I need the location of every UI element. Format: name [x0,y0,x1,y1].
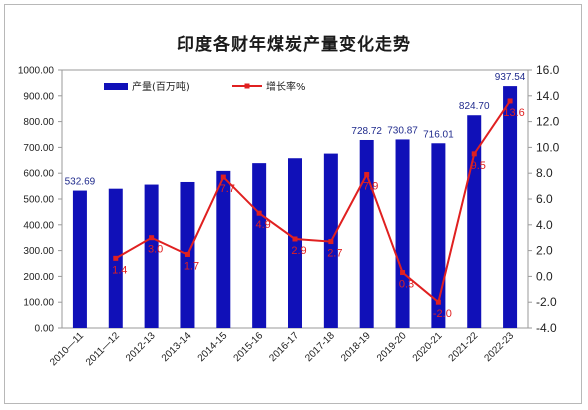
y-left-tick-label: 1000.00 [18,66,55,77]
bar-2019-20 [395,139,410,328]
growth-rate-marker-2019-20 [400,270,406,276]
x-tick-label: 2021-22 [447,330,481,364]
bar-2022-23 [503,86,518,328]
y-left-tick-label: 800.00 [23,117,54,128]
growth-rate-label: 2.9 [291,245,306,257]
y-left-tick-label: 100.00 [23,298,54,309]
legend-bar-swatch [104,83,128,90]
y-right-tick-label: 8.0 [536,166,553,180]
y-right-tick-label: 0.0 [536,269,553,283]
x-tick-label: 2011—12 [84,330,122,368]
growth-rate-marker-2013-14 [184,251,190,257]
growth-rate-line [115,100,511,304]
x-tick-label: 2013-14 [160,330,194,364]
bar-2015-16 [252,163,267,328]
y-right-tick-label: 10.0 [536,140,560,154]
y-left-tick-label: 0.00 [35,324,55,335]
bar-2014-15 [216,170,231,328]
growth-rate-marker-2014-15 [220,174,226,180]
bar-value-label: 937.54 [495,72,526,83]
bar-data-labels: 532.69 728.72 730.87 716.01 824.70 937.54 [65,72,526,187]
x-tick-label: 2014-15 [196,330,230,364]
bar-value-label: 532.69 [65,177,96,188]
bar-value-label: 824.70 [459,101,490,112]
growth-rate-marker-2020-21 [435,299,441,305]
legend: 产量(百万吨) 增长率% [104,80,306,93]
bar-value-label: 730.87 [387,125,418,136]
y-right-tick-label: 12.0 [536,115,560,129]
bar-value-label: 728.72 [351,126,382,137]
growth-rate-marker-2012-13 [149,235,155,241]
y-right-tick-label: -4.0 [536,321,557,335]
growth-rate-label: 1.7 [184,260,199,272]
x-tick-label: 2017-18 [303,330,337,364]
growth-rate-marker-2021-22 [471,151,477,157]
y-left-tick-label: 700.00 [23,143,54,154]
growth-rate-label: 7.7 [220,183,235,195]
bar-2018-19 [359,139,374,328]
y-left-tick-label: 200.00 [23,272,54,283]
growth-rate-marker-2018-19 [364,171,370,177]
legend-line-marker [244,83,250,89]
legend-line-label: 增长率% [266,80,306,93]
y-right-tick-label: 6.0 [536,192,553,206]
y-right-tick-label: -2.0 [536,295,557,309]
y-left-tick-label: 900.00 [23,91,54,102]
growth-rate-label: 3.0 [148,244,163,256]
y-right-tick-label: 14.0 [536,89,560,103]
y-left-tick-label: 400.00 [23,220,54,231]
x-tick-label: 2016-17 [267,330,301,364]
x-tick-label: 2018-19 [339,330,373,364]
y-right-tick-label: 4.0 [536,218,553,232]
growth-rate-label: -2.0 [433,308,452,320]
legend-bar-label: 产量(百万吨) [132,80,190,93]
line-series [113,98,513,305]
growth-rate-label: 7.9 [363,180,378,192]
bar-2020-21 [431,143,446,328]
x-tick-label: 2012-13 [124,330,158,364]
y-left-tick-label: 300.00 [23,246,54,257]
growth-rate-marker-2016-17 [292,236,298,242]
y-left-tick-label: 500.00 [23,195,54,206]
growth-rate-marker-2022-23 [507,98,513,104]
growth-rate-marker-2017-18 [328,239,334,245]
growth-rate-marker-2015-16 [256,210,262,216]
bar-2016-17 [288,158,302,328]
x-tick-label: 2010—11 [48,330,86,368]
bar-2010—11 [72,190,87,328]
x-tick-label: 2015-16 [232,330,266,364]
x-tick-label: 2019-20 [375,330,409,364]
growth-rate-marker-2011—12 [113,255,119,261]
growth-rate-label: 4.9 [256,219,271,231]
growth-rate-label: 13.6 [503,107,524,119]
bar-series [72,86,518,328]
y-right-tick-label: 2.0 [536,244,553,258]
y-right-tick-label: 16.0 [536,63,560,77]
growth-rate-label: 9.5 [471,160,486,172]
x-tick-label: 2022-23 [482,330,516,364]
x-tick-label: 2020-21 [411,330,445,364]
bar-2012-13 [144,184,159,328]
bar-value-label: 716.01 [423,129,454,140]
growth-rate-label: 0.3 [399,279,414,291]
chart-title: 印度各财年煤炭产量变化走势 [177,35,411,55]
y-left-tick-label: 600.00 [23,169,54,180]
growth-rate-label: 1.4 [112,264,127,276]
chart-axes: 0.00 100.00 200.00 300.00 400.00 500.00 600.00… [18,63,560,335]
growth-rate-label: 2.7 [327,248,342,260]
line-data-labels: 1.4 3.0 1.7 7.7 4.9 2.9 2.7 7.9 0.3 -2.0 9.5 13.6 [112,107,525,320]
